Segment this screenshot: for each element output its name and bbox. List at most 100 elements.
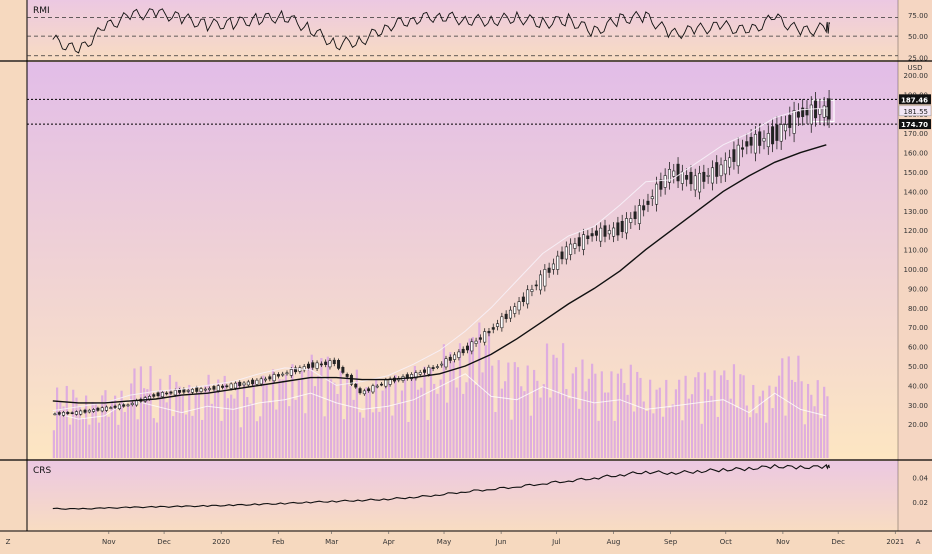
volume-bar	[748, 417, 752, 458]
volume-bar	[252, 380, 255, 458]
candle-body	[100, 407, 104, 412]
candle-body	[255, 379, 259, 385]
crs-axis-tick-label: 0.02	[912, 499, 928, 507]
time-axis-label: Aug	[607, 538, 621, 546]
volume-bar	[787, 356, 790, 458]
candle-body	[805, 108, 809, 116]
volume-bar	[317, 376, 320, 458]
volume-bar	[246, 397, 249, 458]
candle-body	[676, 163, 680, 182]
candle-body	[208, 388, 212, 390]
volume-bar	[91, 401, 94, 458]
volume-bar	[810, 394, 813, 458]
candle-body	[418, 372, 422, 375]
rmi-line	[52, 8, 830, 54]
volume-bar	[642, 401, 645, 458]
candle-body	[698, 172, 702, 193]
volume-bar	[175, 381, 178, 458]
volume-bar	[510, 419, 513, 458]
volume-bar	[771, 408, 774, 458]
candle-body	[745, 141, 749, 147]
volume-bar	[355, 369, 358, 458]
rmi-axis-tick-label: 75.00	[908, 12, 928, 20]
volume-bar	[471, 337, 474, 458]
volume-bar	[800, 381, 803, 458]
volume-bar	[742, 375, 745, 458]
price-tag-label: 181.55	[904, 108, 929, 116]
volume-bar	[165, 402, 168, 458]
volume-bar	[645, 410, 649, 458]
candle-body	[758, 131, 762, 146]
candle-body	[491, 327, 495, 330]
volume-bar	[410, 376, 413, 458]
volume-bar	[81, 418, 84, 458]
volume-bar	[310, 354, 313, 458]
volume-bar	[526, 365, 529, 458]
candle-body	[792, 110, 796, 134]
candle-body	[345, 373, 349, 377]
candle-body	[66, 411, 70, 414]
candle-body	[749, 136, 753, 146]
volume-bar	[819, 418, 823, 458]
candle-body	[715, 162, 719, 177]
candle-body	[53, 413, 57, 416]
volume-bar	[661, 416, 665, 458]
time-axis-label: Feb	[272, 538, 285, 546]
volume-bar	[65, 385, 68, 458]
volume-bar	[794, 382, 797, 458]
candle-body	[779, 124, 783, 142]
candle-body	[109, 407, 113, 409]
volume-bar	[181, 395, 184, 458]
price-axis-tick-label: 60.00	[908, 344, 928, 352]
volume-bar	[271, 369, 275, 458]
candle-body	[113, 405, 117, 408]
candle-body	[478, 337, 482, 340]
candle-body	[453, 354, 457, 360]
candle-body	[582, 234, 586, 250]
volume-bar	[371, 412, 375, 458]
price-axis-tick-label: 40.00	[908, 382, 928, 390]
volume-bar	[455, 387, 458, 458]
volume-bar	[629, 364, 632, 458]
candle-body	[551, 263, 555, 270]
candle-body	[354, 383, 358, 388]
volume-bar	[520, 386, 523, 458]
volume-bar	[130, 383, 133, 458]
candle-body	[328, 360, 332, 368]
volume-bar	[555, 357, 558, 458]
candle-body	[448, 356, 452, 361]
volume-bar	[478, 322, 481, 458]
candle-body	[225, 385, 229, 388]
candle-body	[577, 237, 581, 247]
time-axis-left-marker: Z	[6, 538, 11, 546]
price-axis-tick-label: 120.00	[904, 227, 929, 235]
candle-body	[435, 366, 439, 368]
rmi-layer: 75.00 50.00 25.00	[27, 8, 928, 62]
candle-body	[173, 390, 177, 396]
crs-axis-tick-label: 0.04	[912, 474, 928, 482]
volume-bar	[504, 381, 507, 458]
volume-bar	[114, 395, 117, 458]
candle-body	[689, 171, 693, 185]
candle-body	[324, 361, 328, 365]
volume-bar	[732, 364, 736, 458]
volume-bar	[375, 379, 378, 458]
volume-bar	[297, 379, 300, 458]
volume-bar	[339, 370, 342, 458]
time-axis-label: Mar	[325, 538, 338, 546]
volume-bar	[652, 413, 655, 458]
volume-bar	[600, 371, 603, 458]
candle-body	[706, 175, 710, 177]
volume-bar	[104, 390, 107, 458]
volume-bar	[545, 343, 549, 458]
candle-body	[147, 396, 151, 400]
crs-line	[52, 463, 830, 510]
volume-bar	[565, 389, 568, 458]
price-axis-tick-label: 90.00	[908, 285, 928, 293]
volume-bar	[146, 389, 149, 458]
volume-bar	[668, 407, 671, 458]
candle-body	[216, 385, 220, 391]
volume-bar	[584, 391, 587, 458]
price-axis-tick-label: 170.00	[904, 130, 929, 138]
